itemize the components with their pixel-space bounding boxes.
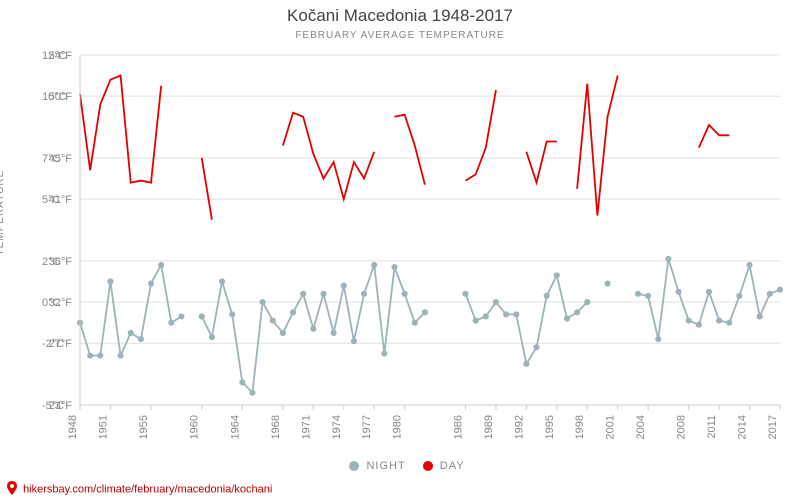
svg-text:2017: 2017	[767, 415, 779, 439]
source-link[interactable]: hikersbay.com/climate/february/macedonia…	[23, 483, 272, 495]
gridlines	[80, 55, 780, 405]
series-night	[77, 256, 783, 396]
svg-text:27°F: 27°F	[49, 338, 73, 350]
svg-text:2004: 2004	[635, 415, 647, 439]
svg-text:2001: 2001	[605, 415, 617, 439]
svg-text:1977: 1977	[361, 415, 373, 439]
svg-text:1968: 1968	[270, 415, 282, 439]
source-footer: hikersbay.com/climate/february/macedonia…	[6, 481, 272, 498]
chart-svg: -5°C-2°C0°C2°C5°C7°C10°C12°C 23°F 27°F 32°…	[0, 0, 800, 500]
svg-text:50°F: 50°F	[49, 91, 73, 103]
x-axis: 1948 1951 1955 1960 1964 1968 1971 1974 1977 1980…	[67, 405, 780, 439]
svg-text:1998: 1998	[574, 415, 586, 439]
svg-text:1989: 1989	[483, 415, 495, 439]
svg-text:32°F: 32°F	[49, 297, 73, 309]
legend: NIGHT DAY	[0, 460, 800, 472]
svg-text:1951: 1951	[97, 415, 109, 439]
y-axis-celsius: -5°C-2°C0°C2°C5°C7°C10°C12°C	[42, 50, 67, 412]
svg-text:2008: 2008	[676, 415, 688, 439]
legend-label-day: DAY	[440, 460, 465, 472]
svg-text:1986: 1986	[453, 415, 465, 439]
legend-swatch-night	[349, 461, 359, 471]
legend-swatch-day	[423, 461, 433, 471]
svg-text:54°F: 54°F	[49, 50, 73, 62]
svg-text:45°F: 45°F	[49, 153, 73, 165]
series-day	[75, 66, 785, 224]
svg-text:1980: 1980	[392, 415, 404, 439]
location-pin-icon	[6, 481, 18, 498]
svg-text:1992: 1992	[513, 415, 525, 439]
svg-text:23°F: 23°F	[49, 400, 73, 412]
y-axis-fahrenheit: 23°F 27°F 32°F 36°F 41°F 45°F 50°F 54°F	[49, 50, 73, 412]
svg-text:1971: 1971	[300, 415, 312, 439]
climate-chart: Kočani Macedonia 1948-2017 FEBRUARY AVER…	[0, 0, 800, 500]
svg-text:1974: 1974	[331, 415, 343, 439]
svg-text:2011: 2011	[706, 415, 718, 439]
svg-text:36°F: 36°F	[49, 256, 73, 268]
svg-text:1960: 1960	[189, 415, 201, 439]
svg-text:41°F: 41°F	[49, 194, 73, 206]
svg-text:2014: 2014	[737, 415, 749, 439]
svg-text:1964: 1964	[229, 415, 241, 439]
svg-text:1995: 1995	[544, 415, 556, 439]
svg-text:1955: 1955	[138, 415, 150, 439]
legend-label-night: NIGHT	[366, 460, 405, 472]
svg-text:1948: 1948	[67, 415, 79, 439]
